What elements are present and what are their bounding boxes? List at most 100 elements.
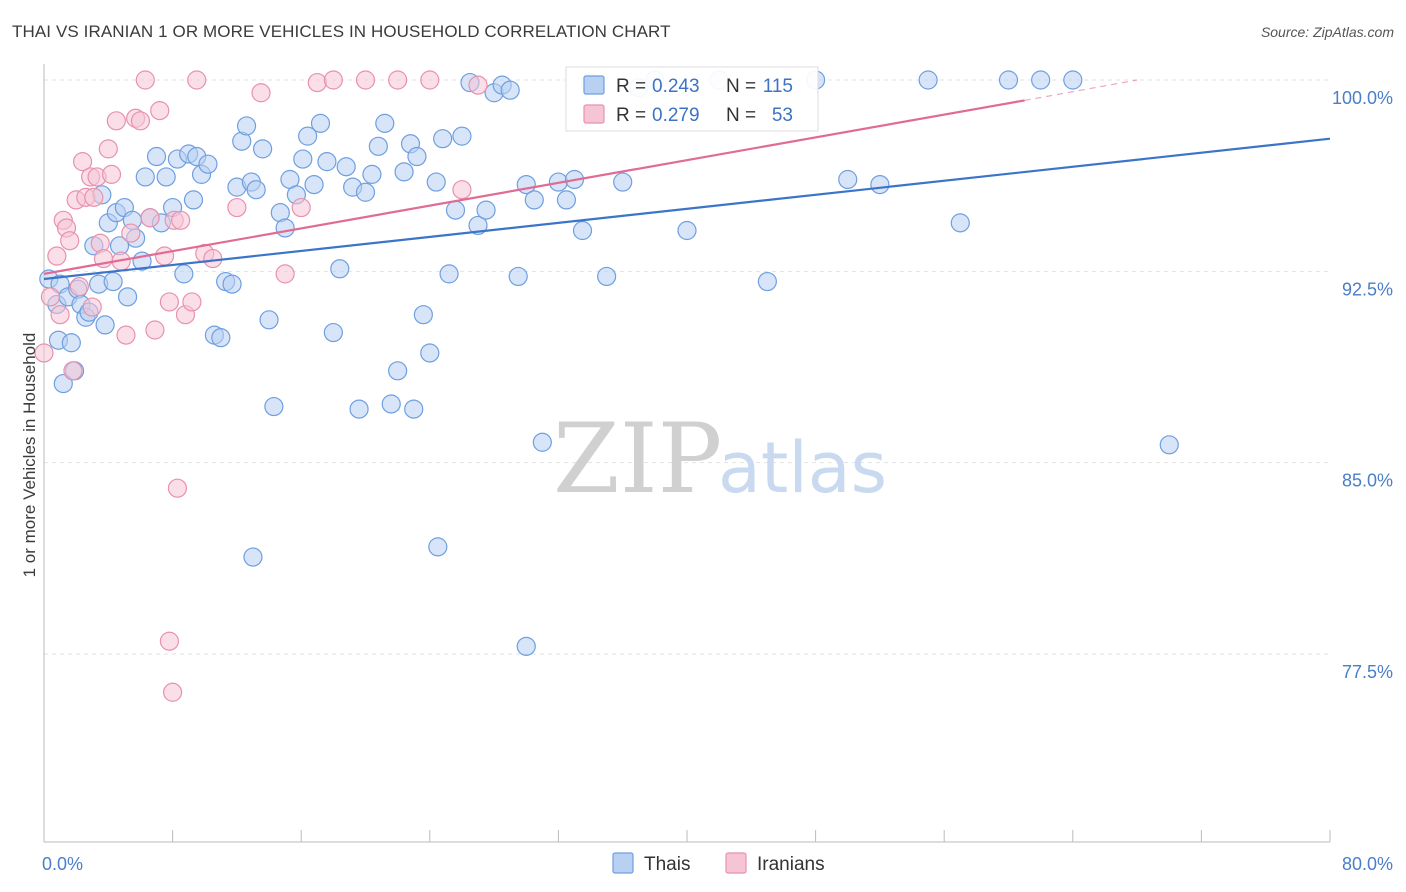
thai-point: [368, 136, 388, 156]
thai-point: [117, 287, 138, 307]
thai-point: [433, 129, 453, 149]
tick-labels: 100.0% 92.5% 85.0% 77.5% 0.0% 80.0%: [42, 88, 1393, 874]
iranian-point: [154, 246, 175, 266]
thai-point: [381, 394, 401, 414]
iranian-point: [82, 297, 102, 317]
thai-point: [323, 322, 343, 343]
thai-point: [375, 113, 395, 133]
iranian-point: [101, 164, 122, 184]
thai-point: [428, 537, 448, 557]
x-tick-label-max: 80.0%: [1342, 854, 1393, 874]
thai-point: [572, 220, 593, 241]
iranian-point: [50, 305, 70, 325]
thai-point: [183, 190, 204, 210]
iranian-point: [159, 292, 179, 312]
thai-point: [524, 190, 544, 210]
thai-point: [330, 259, 350, 279]
iranian-point: [72, 152, 93, 172]
thai-point: [156, 167, 176, 187]
stats-r-label: R =: [616, 76, 646, 97]
stats-r-value: 0.243: [652, 76, 700, 97]
thai-point: [259, 310, 279, 330]
iranian-point: [163, 682, 183, 702]
thai-point: [310, 113, 331, 133]
stats-r-value: 0.279: [652, 105, 700, 126]
thai-point: [420, 343, 440, 363]
y-tick-label: 100.0%: [1332, 88, 1393, 108]
thai-point: [174, 264, 194, 284]
thai-point: [677, 220, 697, 241]
thai-point: [468, 215, 488, 236]
x-tick-label-min: 0.0%: [42, 854, 83, 874]
y-tick-label: 85.0%: [1342, 471, 1393, 491]
thai-point: [476, 200, 496, 220]
iranian-trend-line: [43, 99, 1025, 275]
watermark-zip: ZIP: [553, 403, 722, 515]
legend-thai-swatch: [612, 852, 634, 874]
legend-thai-label: Thais: [644, 854, 690, 875]
thai-point: [1063, 70, 1083, 90]
iranian-point: [69, 277, 89, 297]
iranian-trend-extension: [1024, 79, 1138, 101]
thai-point: [394, 162, 414, 182]
iranian-point: [355, 70, 376, 90]
iranian-point: [98, 139, 118, 159]
source-credit: Source: ZipAtlas.com: [1260, 24, 1394, 40]
thai-point: [53, 373, 73, 394]
iranian-point: [40, 287, 61, 307]
watermark-atlas: atlas: [718, 427, 887, 509]
thai-point: [870, 174, 890, 195]
iranian-point: [468, 75, 488, 95]
thai-point: [264, 396, 284, 417]
data-points: [34, 70, 1179, 702]
iranian-point: [203, 248, 223, 269]
stats-r-label: R =: [616, 105, 646, 126]
thai-point: [500, 80, 520, 100]
iranian-point: [388, 70, 408, 90]
iranian-stats-swatch: [583, 104, 605, 124]
thai-point: [236, 116, 257, 136]
trend-lines: [43, 79, 1331, 281]
iranian-point: [420, 70, 440, 90]
thai-point: [426, 172, 446, 192]
iranian-point: [63, 361, 83, 381]
thai-point: [362, 164, 382, 184]
legend-iranian-label: Iranians: [757, 854, 825, 875]
thai-point: [95, 315, 115, 335]
thai-point: [407, 146, 427, 167]
thai-point: [61, 333, 81, 353]
watermark: ZIP atlas: [553, 403, 887, 515]
stats-n-value: 115: [763, 76, 793, 97]
thai-point: [103, 271, 123, 292]
iranian-point: [323, 70, 343, 90]
thai-point: [336, 157, 356, 177]
stats-box: R = 0.243 N = 115 R = 0.279 N = 53: [565, 66, 819, 132]
iranian-point: [84, 187, 104, 207]
legend: Thais Iranians: [612, 852, 825, 875]
stats-box-frame: [565, 66, 819, 132]
iranian-point: [171, 210, 191, 230]
legend-iranian-swatch: [725, 852, 747, 874]
thai-point: [243, 547, 263, 567]
thai-point: [413, 305, 433, 325]
iranian-point: [140, 208, 160, 228]
iranian-point: [187, 70, 207, 90]
thai-point: [304, 174, 324, 195]
iranian-point: [227, 197, 247, 218]
iranian-point: [452, 180, 472, 200]
stats-n-value: 53: [772, 105, 793, 126]
iranian-point: [159, 631, 179, 651]
iranian-point: [60, 231, 80, 251]
thai-point: [508, 266, 528, 287]
iranian-point: [291, 197, 311, 218]
thai-point: [838, 169, 858, 190]
iranian-point: [135, 70, 155, 90]
thai-point: [298, 126, 318, 146]
thai-point: [597, 266, 617, 287]
thai-point: [516, 636, 536, 656]
thai-point: [275, 218, 295, 238]
iranian-point: [182, 292, 202, 312]
iranian-point: [307, 72, 327, 93]
thai-point: [211, 328, 231, 348]
